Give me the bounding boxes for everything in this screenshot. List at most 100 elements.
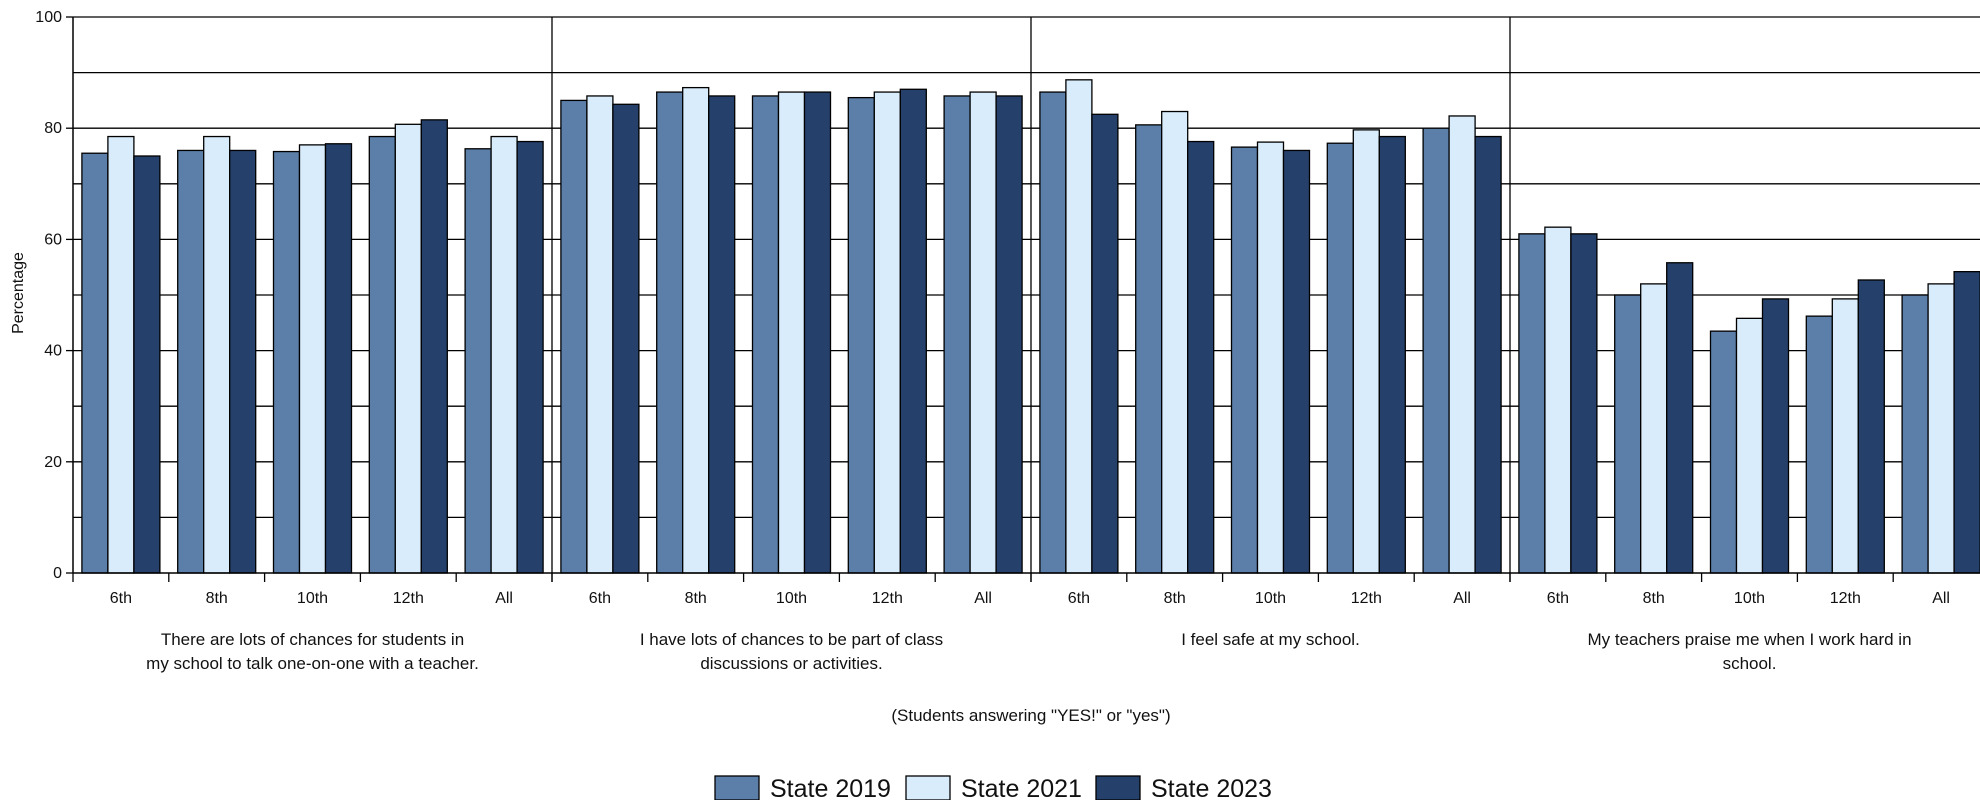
bar-6th-state-2019 — [1518, 233, 1546, 574]
bar-8th-state-2021 — [682, 86, 710, 574]
bar-8th-state-2023 — [1187, 140, 1215, 574]
bar-12th-state-2019 — [1805, 315, 1833, 574]
bar-6th-state-2021 — [586, 95, 614, 574]
x-tick-label: 8th — [685, 590, 707, 607]
x-tick-label: 10th — [776, 590, 807, 607]
bar-6th-state-2019 — [1039, 91, 1067, 574]
group-label: There are lots of chances for students i… — [161, 630, 464, 649]
x-tick-label: All — [1453, 590, 1471, 607]
x-tick-label: 6th — [1068, 590, 1090, 607]
bar-6th-state-2021 — [107, 135, 135, 574]
bar-12th-state-2023 — [1857, 279, 1885, 574]
bar-6th-state-2023 — [1091, 113, 1119, 574]
x-tick-label: 10th — [297, 590, 328, 607]
axes — [66, 16, 1980, 582]
bar-10th-state-2021 — [1735, 317, 1764, 574]
bar-10th-state-2019 — [1230, 146, 1259, 574]
labels: 0 20 40 60 80 100 6th 8th 10th 12th All There are l… — [35, 9, 1950, 673]
bar-All-state-2021 — [1448, 115, 1476, 574]
bar-12th-state-2023 — [420, 119, 448, 574]
bar-6th-state-2023 — [1570, 233, 1598, 574]
bar-10th-state-2021 — [1256, 141, 1285, 574]
group-label: I feel safe at my school. — [1181, 630, 1360, 649]
y-tick-label: 100 — [35, 9, 62, 26]
bar-10th-state-2019 — [751, 95, 780, 574]
bar-6th-state-2019 — [81, 152, 109, 574]
bar-All-state-2019 — [943, 95, 971, 574]
x-tick-label: 8th — [206, 590, 228, 607]
bar-8th-state-2023 — [1666, 262, 1694, 574]
x-tick-label: All — [1932, 590, 1950, 607]
x-tick-label: 12th — [1351, 590, 1382, 607]
bar-8th-state-2019 — [1614, 294, 1642, 574]
legend: State 2019 State 2021 State 2023 — [714, 775, 1272, 803]
bar-10th-state-2021 — [298, 144, 327, 574]
legend-label: State 2019 — [770, 775, 891, 800]
x-tick-label: 6th — [1547, 590, 1569, 607]
bar-All-state-2021 — [969, 91, 997, 574]
x-tick-label: 12th — [1830, 590, 1861, 607]
chart-note: (Students answering "YES!" or "yes") — [891, 706, 1170, 725]
bar-8th-state-2021 — [203, 135, 231, 574]
bar-10th-state-2023 — [324, 143, 353, 574]
bar-12th-state-2021 — [873, 91, 901, 574]
bar-8th-state-2023 — [708, 95, 736, 574]
bar-6th-state-2021 — [1544, 226, 1572, 574]
x-tick-label: 12th — [393, 590, 424, 607]
legend-swatch — [714, 775, 760, 801]
bar-All-state-2023 — [1474, 135, 1502, 574]
bar-12th-state-2021 — [1352, 129, 1380, 574]
bar-10th-state-2019 — [272, 150, 301, 574]
group-label: discussions or activities. — [700, 654, 882, 673]
bar-All-state-2023 — [1953, 270, 1980, 574]
bar-All-state-2021 — [1927, 283, 1955, 574]
x-tick-label: 10th — [1255, 590, 1286, 607]
bar-All-state-2019 — [464, 148, 492, 574]
x-tick-label: 8th — [1164, 590, 1186, 607]
legend-label: State 2021 — [961, 775, 1082, 800]
bar-All-state-2023 — [995, 95, 1023, 574]
bar-12th-state-2019 — [1326, 142, 1354, 574]
bar-All-state-2019 — [1422, 127, 1450, 574]
bar-All-state-2023 — [516, 140, 544, 574]
bar-12th-state-2023 — [1378, 135, 1406, 574]
bar-10th-state-2023 — [803, 91, 832, 574]
bar-6th-state-2019 — [560, 99, 588, 574]
y-tick-label: 60 — [44, 231, 62, 248]
gridlines — [73, 16, 1980, 519]
legend-swatch — [905, 775, 951, 801]
bar-8th-state-2019 — [1135, 124, 1163, 574]
bar-10th-state-2023 — [1761, 298, 1790, 574]
bar-8th-state-2023 — [229, 149, 257, 574]
bar-12th-state-2019 — [847, 96, 875, 574]
bar-8th-state-2019 — [656, 91, 684, 574]
bar-12th-state-2019 — [368, 135, 396, 574]
x-tick-label: All — [974, 590, 992, 607]
bar-12th-state-2021 — [394, 123, 422, 574]
bar-6th-state-2023 — [612, 103, 640, 574]
group-label: school. — [1723, 654, 1777, 673]
bar-6th-state-2021 — [1065, 79, 1093, 574]
group-label: My teachers praise me when I work hard i… — [1587, 630, 1911, 649]
bar-All-state-2021 — [490, 135, 518, 574]
bar-10th-state-2019 — [1709, 330, 1738, 574]
legend-label: State 2023 — [1151, 775, 1272, 800]
bar-All-state-2019 — [1901, 294, 1929, 574]
bar-8th-state-2021 — [1161, 110, 1189, 574]
y-axis-title: Percentage — [10, 252, 27, 334]
x-tick-label: 12th — [872, 590, 903, 607]
bar-12th-state-2023 — [899, 88, 927, 574]
x-tick-label: 6th — [110, 590, 132, 607]
y-tick-label: 0 — [53, 565, 62, 582]
bar-10th-state-2023 — [1282, 149, 1311, 574]
bar-10th-state-2021 — [777, 91, 806, 574]
bar-6th-state-2023 — [133, 155, 161, 574]
x-tick-label: 8th — [1643, 590, 1665, 607]
y-tick-label: 20 — [44, 454, 62, 471]
group-label: I have lots of chances to be part of cla… — [640, 630, 943, 649]
y-tick-label: 80 — [44, 120, 62, 137]
x-tick-label: 10th — [1734, 590, 1765, 607]
x-tick-label: All — [495, 590, 513, 607]
